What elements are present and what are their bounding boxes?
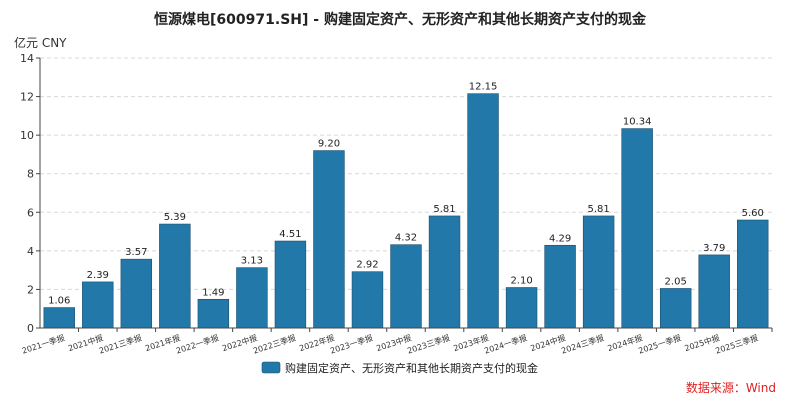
bar-18[interactable] xyxy=(737,219,769,329)
data-label-1: 2.39 xyxy=(87,270,109,281)
chart-title: 恒源煤电[600971.SH] - 购建固定资产、无形资产和其他长期资产支付的现… xyxy=(154,11,647,28)
x-tick-label-2: 2021三季报 xyxy=(98,332,143,355)
x-tick-label-4: 2022一季报 xyxy=(175,332,220,355)
bar-0[interactable] xyxy=(43,307,75,329)
bar-4[interactable] xyxy=(197,298,230,329)
y-tick-label: 4 xyxy=(27,245,34,258)
source-note: 数据来源：Wind xyxy=(686,380,776,395)
data-label-12: 2.10 xyxy=(510,276,532,287)
bar-16[interactable] xyxy=(659,288,692,329)
data-label-8: 2.92 xyxy=(356,260,378,271)
data-label-16: 2.05 xyxy=(665,276,687,287)
bar-7[interactable] xyxy=(313,150,345,329)
x-tick-label-16: 2025一季报 xyxy=(637,332,682,355)
x-tick-label-18: 2025三季报 xyxy=(714,332,759,355)
y-axis-ticks: 0 2 4 6 8 10 12 14 xyxy=(20,52,40,335)
bar-8[interactable] xyxy=(351,271,384,329)
bar-10[interactable] xyxy=(428,215,461,329)
x-tick-label-14: 2024三季报 xyxy=(560,332,605,355)
data-label-14: 5.81 xyxy=(587,204,609,215)
legend-label: 购建固定资产、无形资产和其他长期资产支付的现金 xyxy=(285,361,538,375)
x-tick-label-0: 2021一季报 xyxy=(21,332,66,355)
bar-11[interactable] xyxy=(467,93,499,329)
data-label-2: 3.57 xyxy=(125,247,147,258)
bar-17[interactable] xyxy=(698,254,730,329)
y-tick-label: 2 xyxy=(27,283,34,296)
bar-12[interactable] xyxy=(505,287,538,329)
bar-3[interactable] xyxy=(159,223,191,329)
data-label-10: 5.81 xyxy=(433,204,455,215)
data-label-6: 4.51 xyxy=(279,229,301,240)
data-label-13: 4.29 xyxy=(549,233,571,244)
bars xyxy=(43,93,769,329)
y-tick-label: 0 xyxy=(27,322,34,335)
data-label-5: 3.13 xyxy=(241,256,263,267)
bar-15[interactable] xyxy=(621,128,653,329)
data-label-3: 5.39 xyxy=(164,212,186,223)
bar-6[interactable] xyxy=(274,240,307,329)
y-tick-label: 6 xyxy=(27,206,34,219)
data-label-18: 5.60 xyxy=(742,208,764,219)
data-label-15: 10.34 xyxy=(623,117,652,128)
x-tick-label-8: 2023一季报 xyxy=(329,332,374,355)
y-tick-label: 12 xyxy=(20,91,34,104)
y-unit-label: 亿元 CNY xyxy=(14,35,67,50)
x-tick-label-12: 2024一季报 xyxy=(483,332,528,355)
y-tick-label: 14 xyxy=(20,52,34,65)
data-label-7: 9.20 xyxy=(318,139,340,150)
data-label-0: 1.06 xyxy=(48,296,70,307)
data-label-11: 12.15 xyxy=(469,82,498,93)
data-label-17: 3.79 xyxy=(703,243,725,254)
data-labels: 1.06 2.39 3.57 5.39 1.49 3.13 4.51 9.20 2.92 4.32… xyxy=(48,82,764,307)
bar-1[interactable] xyxy=(82,281,114,329)
legend[interactable]: 购建固定资产、无形资产和其他长期资产支付的现金 xyxy=(261,361,538,375)
y-tick-label: 8 xyxy=(27,168,34,181)
data-label-4: 1.49 xyxy=(202,287,224,298)
bar-2[interactable] xyxy=(120,258,153,329)
x-tick-label-6: 2022三季报 xyxy=(252,332,297,355)
legend-swatch xyxy=(261,361,281,374)
y-tick-label: 10 xyxy=(20,129,34,142)
x-tick-label-10: 2023三季报 xyxy=(406,332,451,355)
bar-5[interactable] xyxy=(236,267,268,329)
bar-13[interactable] xyxy=(544,244,576,329)
data-label-9: 4.32 xyxy=(395,233,417,244)
bar-14[interactable] xyxy=(582,215,615,329)
bar-9[interactable] xyxy=(390,244,422,329)
